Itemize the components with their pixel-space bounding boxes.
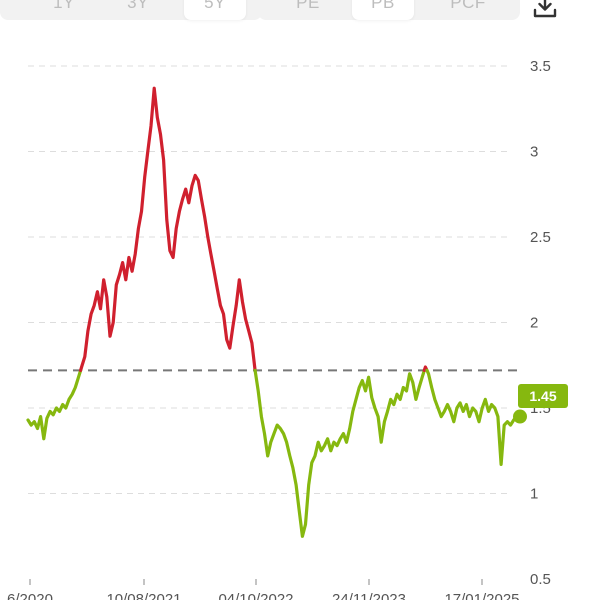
x-tick-label: 10/08/2021: [106, 591, 181, 600]
y-tick-label: 2.5: [530, 229, 551, 246]
tab-range-5y[interactable]: 5Y: [184, 0, 246, 20]
y-tick-label: 1: [530, 486, 538, 503]
x-tick-label: 6/2020: [7, 591, 53, 600]
y-tick-label: 0.5: [530, 571, 551, 588]
x-tick-label: 04/10/2022: [218, 591, 293, 600]
tab-range-1y[interactable]: 1Y: [53, 0, 75, 12]
last-value-badge: 1.45: [518, 384, 568, 408]
pb-series: [26, 86, 522, 538]
tab-metric-pcf[interactable]: PCF: [450, 0, 486, 12]
x-tick-label: 17/01/2025: [444, 591, 519, 600]
tab-metric-pe[interactable]: PE: [296, 0, 320, 12]
series-segment-above-average: [78, 86, 257, 372]
download-icon[interactable]: [532, 0, 558, 20]
last-value-label: 1.45: [529, 388, 556, 404]
x-axis-ticks: 6/2020 10/08/2021 04/10/2022 24/11/2023 17/0…: [7, 579, 520, 600]
series-segment-below-average: [425, 368, 522, 466]
y-tick-label: 3.5: [530, 58, 551, 75]
tab-metric-pb[interactable]: PB: [352, 0, 414, 20]
series-segment-below-average: [253, 368, 426, 538]
x-tick-label: 24/11/2023: [332, 591, 406, 600]
last-value-marker: [513, 409, 527, 424]
y-tick-label: 3: [530, 144, 538, 161]
y-axis-ticks: 3.532.521.510.5: [530, 58, 551, 588]
tab-range-3y[interactable]: 3Y: [127, 0, 149, 12]
gridlines: [28, 65, 512, 494]
last-value-badge-box: [518, 384, 568, 408]
series-segment-below-average: [26, 368, 83, 441]
y-tick-label: 2: [530, 315, 538, 332]
